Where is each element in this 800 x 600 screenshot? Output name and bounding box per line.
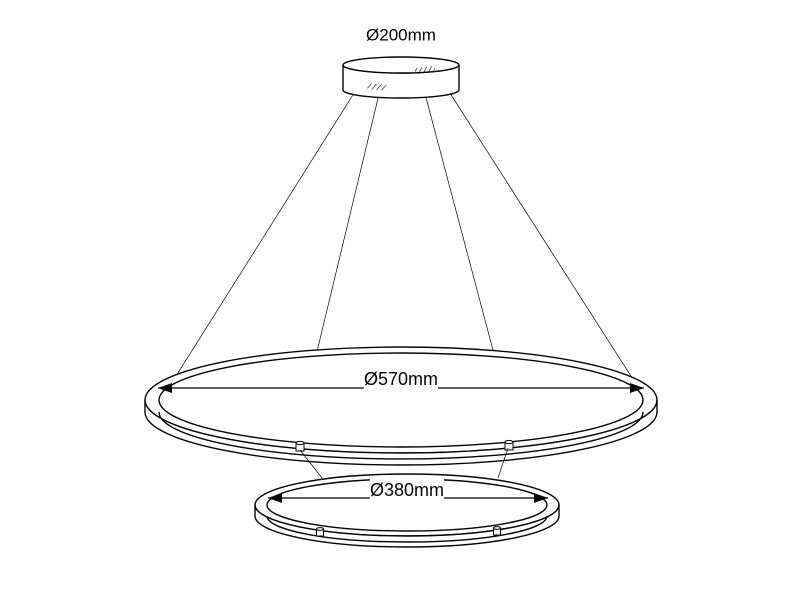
ring-large [145, 347, 657, 465]
ring-small-connector [494, 527, 501, 535]
ceiling-canopy: Ø200mm [343, 25, 459, 98]
dimension-ring-small-label: Ø380mm [370, 480, 444, 500]
dimension-ring-large-label: Ø570mm [364, 369, 438, 389]
ring-large-connector [505, 440, 513, 450]
canopy-diameter-label: Ø200mm [366, 25, 436, 44]
ring-small-connector [317, 528, 324, 536]
ring-large-connector [296, 441, 304, 451]
